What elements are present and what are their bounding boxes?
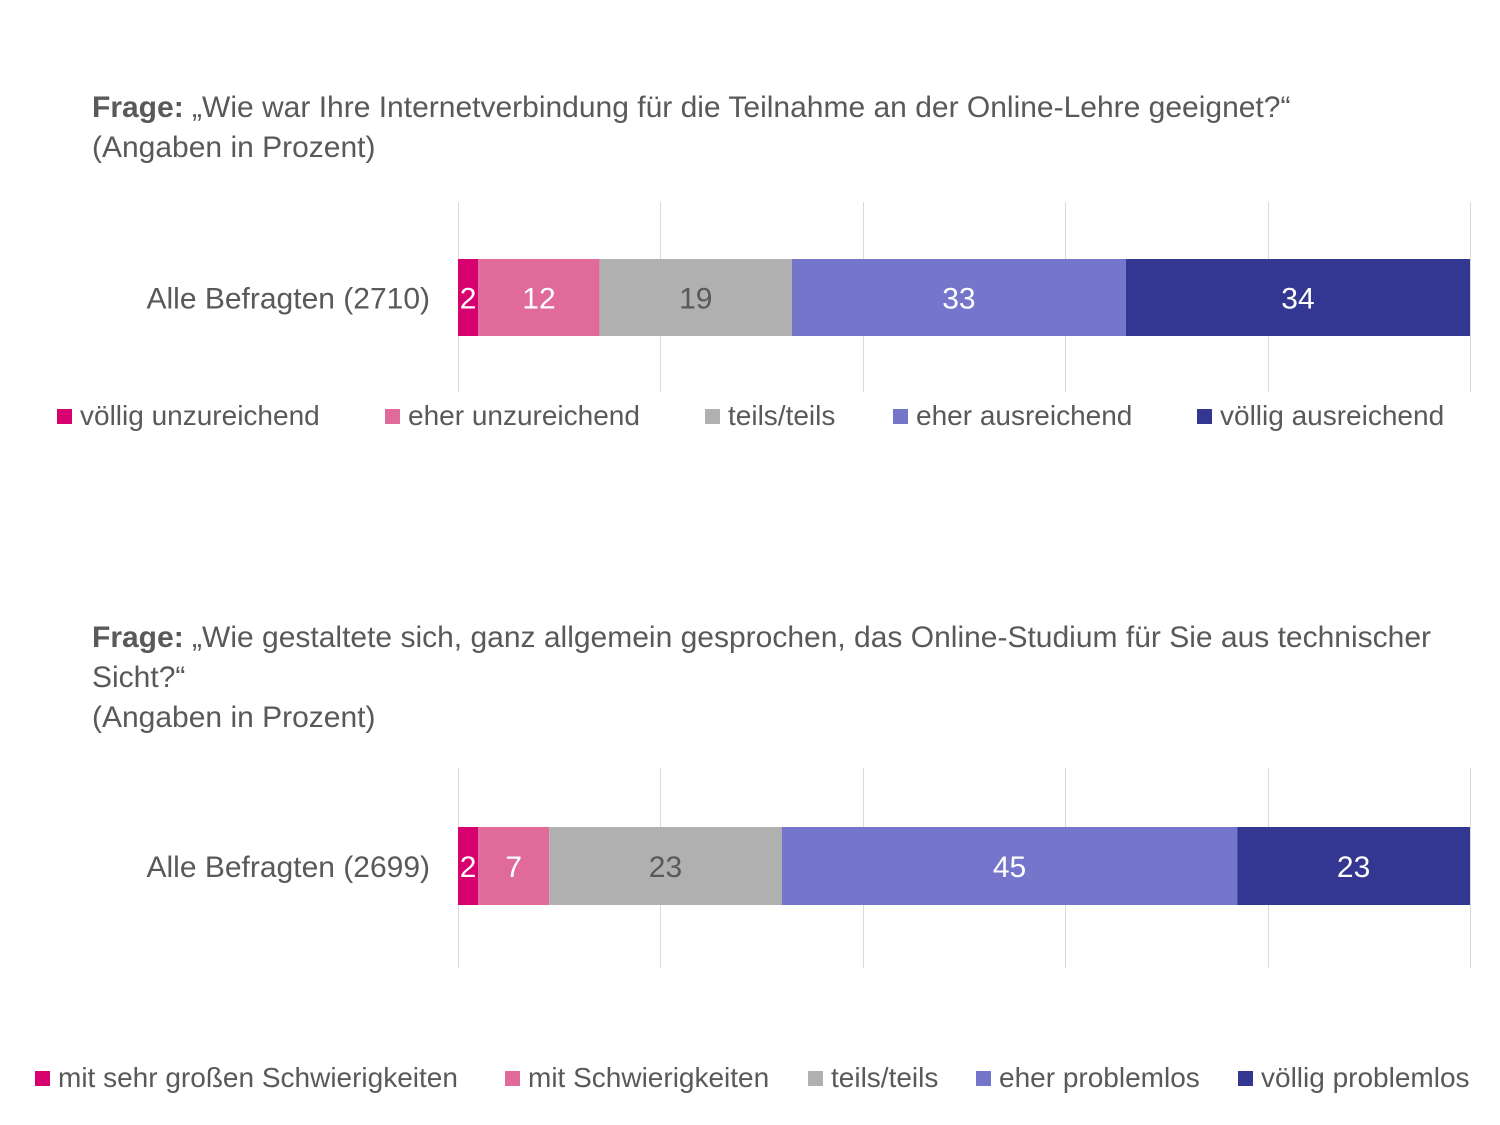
chart-1-subtitle: (Angaben in Prozent) (92, 131, 376, 164)
legend-swatch (705, 408, 720, 424)
bar-segment (478, 827, 550, 905)
legend-item: teils/teils (808, 1062, 938, 1094)
chart-2-title-text: „Wie gestaltete sich, ganz allgemein ges… (92, 621, 1432, 694)
chart-1: Alle Befragten (2710) 2 12 19 33 34 (146, 202, 1471, 392)
legend-item: eher problemlos (976, 1062, 1200, 1094)
legend-swatch (808, 1070, 823, 1086)
legend-swatch (385, 408, 400, 424)
data-label: 34 (1281, 283, 1314, 316)
bar-segment (549, 827, 782, 905)
category-label: Alle Befragten (2699) (146, 851, 430, 884)
legend-label: völlig problemlos (1261, 1062, 1470, 1093)
bar-segment (1237, 827, 1470, 905)
chart-2-title: Frage: „Wie gestaltete sich, ganz allgem… (92, 618, 1472, 738)
chart-2: Alle Befragten (2699) 2 7 23 45 23 (146, 768, 1471, 968)
chart-2-title-bold: Frage: (92, 621, 184, 654)
legend-item: eher ausreichend (893, 400, 1132, 432)
bar-segment (781, 827, 1238, 905)
legend-label: mit sehr großen Schwierigkeiten (58, 1062, 458, 1093)
bar-segment (458, 259, 479, 336)
chart-2-subtitle: (Angaben in Prozent) (92, 701, 376, 734)
chart-2-legend: mit sehr großen Schwierigkeiten mit Schwi… (0, 1062, 1500, 1102)
legend-label: völlig ausreichend (1220, 400, 1445, 431)
bar-segment (599, 259, 792, 336)
chart-1-title-text: „Wie war Ihre Internetverbindung für die… (192, 91, 1291, 124)
legend-swatch (893, 408, 908, 424)
legend-label: teils/teils (831, 1062, 939, 1093)
legend-swatch (1238, 1070, 1253, 1086)
legend-item: völlig ausreichend (1197, 400, 1444, 432)
chart-1-title: Frage: „Wie war Ihre Internetverbindung … (92, 88, 1472, 168)
legend-label: eher ausreichend (916, 400, 1133, 431)
legend-swatch (505, 1070, 520, 1086)
data-label: 19 (679, 283, 712, 316)
legend-item: völlig problemlos (1238, 1062, 1470, 1094)
legend-item: teils/teils (705, 400, 835, 432)
bar-segment (791, 259, 1126, 336)
legend-item: mit sehr großen Schwierigkeiten (35, 1062, 458, 1094)
chart-1-legend: völlig unzureichend eher unzureichend teil… (0, 400, 1500, 440)
data-label: 12 (522, 283, 555, 316)
data-label: 2 (460, 851, 477, 884)
data-label: 2 (460, 283, 477, 316)
legend-swatch (35, 1070, 50, 1086)
legend-item: eher unzureichend (385, 400, 640, 432)
chart-1-title-bold: Frage: (92, 91, 184, 124)
legend-label: teils/teils (728, 400, 836, 431)
legend-label: eher problemlos (999, 1062, 1200, 1093)
bar-segment (1125, 259, 1470, 336)
data-label: 33 (942, 283, 975, 316)
data-label: 23 (649, 851, 682, 884)
legend-swatch (57, 408, 72, 424)
data-label: 23 (1337, 851, 1370, 884)
legend-swatch (976, 1070, 991, 1086)
data-label: 45 (993, 851, 1026, 884)
legend-label: mit Schwierigkeiten (528, 1062, 770, 1093)
bar-segment (458, 827, 479, 905)
legend-item: mit Schwierigkeiten (505, 1062, 769, 1094)
legend-label: völlig unzureichend (80, 400, 320, 431)
bar-segment (478, 259, 600, 336)
legend-label: eher unzureichend (408, 400, 640, 431)
category-label: Alle Befragten (2710) (146, 283, 430, 316)
legend-item: völlig unzureichend (57, 400, 320, 432)
data-label: 7 (505, 851, 522, 884)
legend-swatch (1197, 408, 1212, 424)
